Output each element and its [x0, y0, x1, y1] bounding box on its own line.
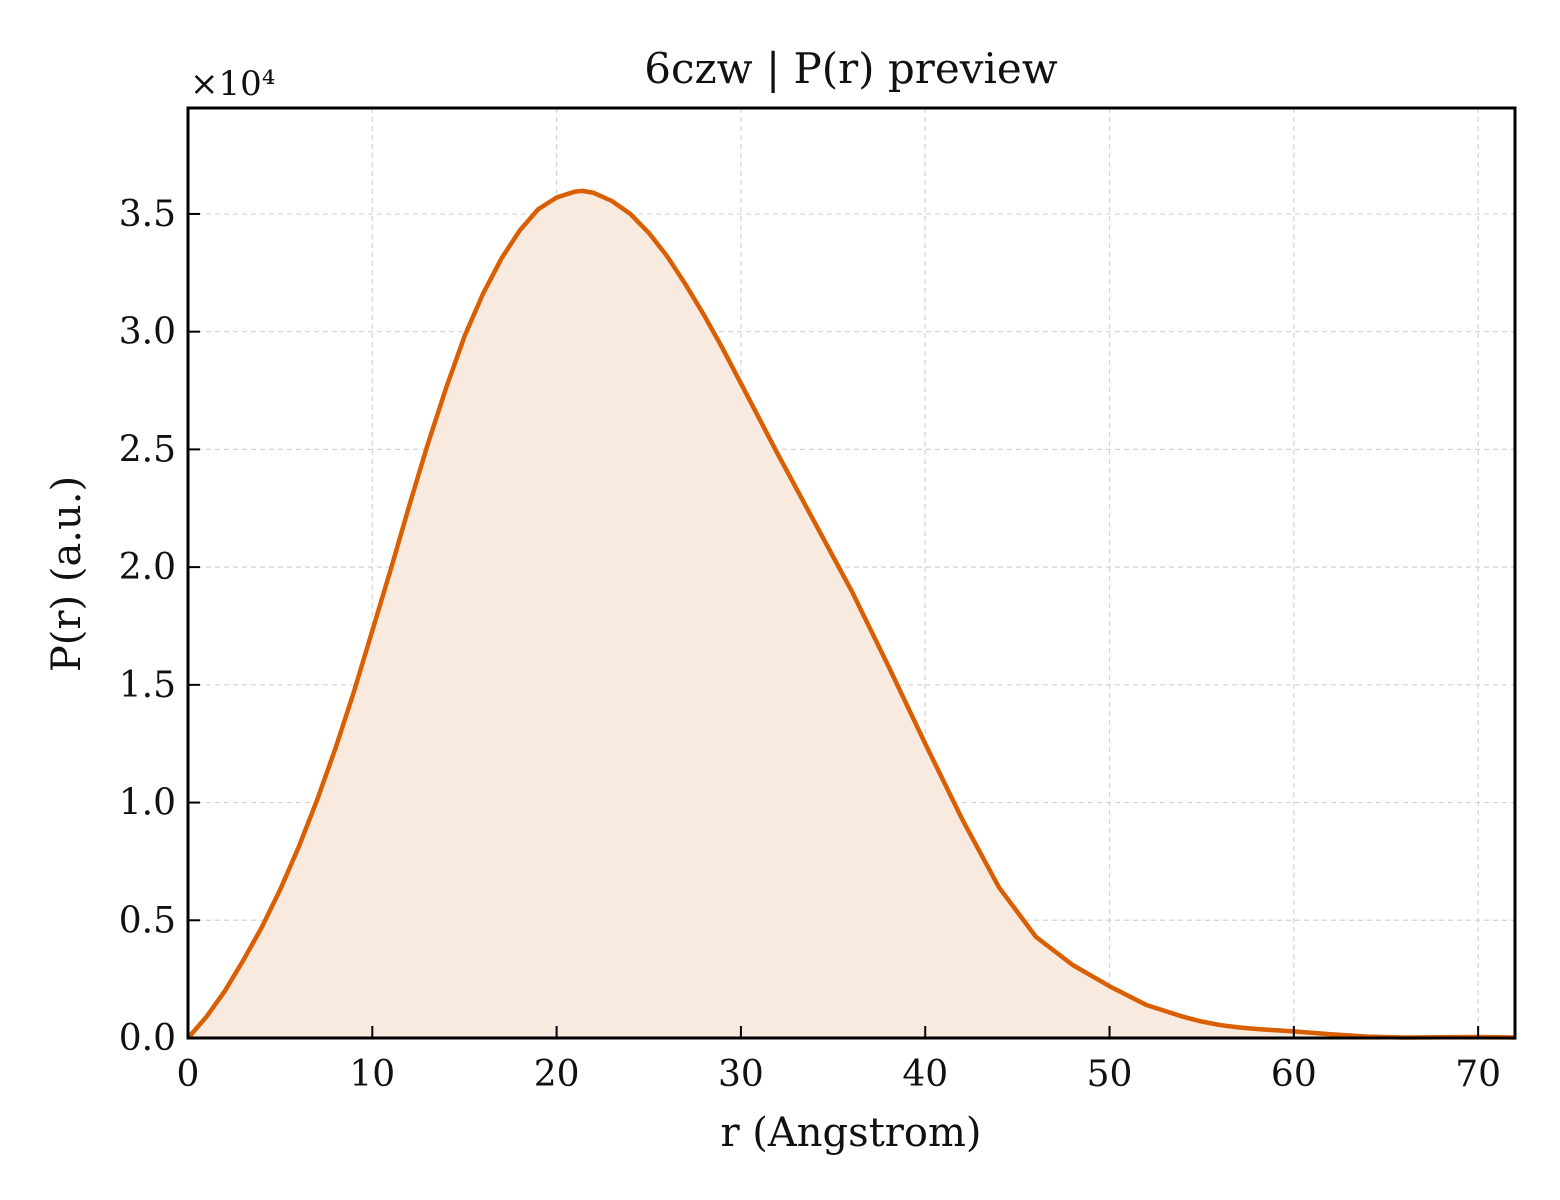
y-axis-multiplier: ×10⁴ — [190, 64, 275, 104]
y-tick-label: 2.0 — [119, 547, 176, 588]
x-tick-label: 70 — [1455, 1054, 1501, 1095]
y-tick-label: 1.5 — [119, 665, 176, 706]
x-tick-label: 50 — [1087, 1054, 1133, 1095]
x-axis-label: r (Angstrom) — [720, 1110, 981, 1156]
y-tick-label: 0.0 — [119, 1018, 176, 1059]
x-tick-label: 30 — [718, 1054, 764, 1095]
y-tick-label: 3.5 — [119, 194, 176, 235]
y-tick-label: 0.5 — [119, 900, 176, 941]
x-tick-label: 60 — [1271, 1054, 1317, 1095]
series-line — [186, 188, 1516, 1040]
area-fill — [188, 190, 1515, 1038]
y-axis-label: P(r) (a.u.) — [44, 476, 90, 672]
y-tick-label: 3.0 — [119, 312, 176, 353]
plot-frame — [186, 106, 1517, 1040]
chart-title: 6czw | P(r) preview — [644, 44, 1057, 93]
x-tick-label: 40 — [902, 1054, 948, 1095]
x-tick-label: 20 — [534, 1054, 580, 1095]
y-tick-label: 1.0 — [119, 783, 176, 824]
ticks: 0 10 20 30 40 50 60 70 0.0 0.5 1.0 1.5 2.0 2.5 3.0 3.5 — [119, 194, 1501, 1095]
y-tick-label: 2.5 — [119, 429, 176, 470]
x-tick-label: 0 — [177, 1054, 200, 1095]
x-tick-label: 10 — [349, 1054, 395, 1095]
